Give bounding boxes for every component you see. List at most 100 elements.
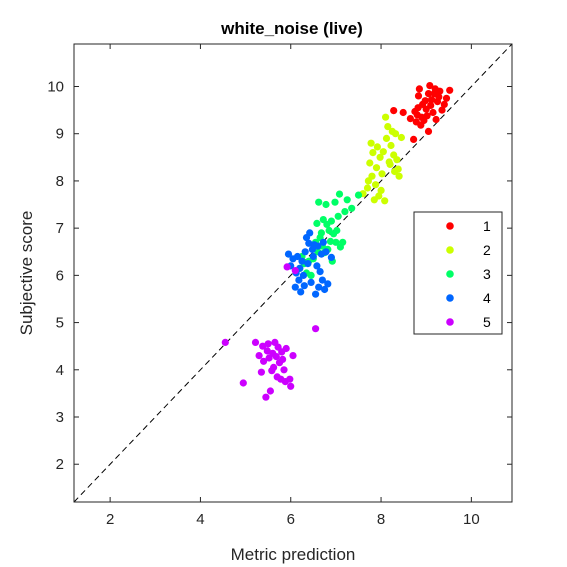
data-point xyxy=(319,238,327,246)
data-point xyxy=(251,338,260,346)
data-point xyxy=(435,93,443,101)
data-point xyxy=(427,101,435,109)
identity-reference-line xyxy=(73,43,513,503)
data-point xyxy=(272,353,280,361)
data-point xyxy=(423,112,431,120)
data-point xyxy=(255,352,263,360)
data-point xyxy=(428,96,436,104)
data-point xyxy=(297,288,305,296)
data-point xyxy=(309,252,317,261)
data-point xyxy=(304,260,312,268)
data-point xyxy=(384,123,392,131)
data-point xyxy=(293,252,302,261)
data-point xyxy=(318,276,326,284)
data-point xyxy=(300,282,308,290)
data-point xyxy=(295,276,303,284)
data-point xyxy=(307,271,315,279)
legend-box xyxy=(413,211,503,335)
x-tick-label: 4 xyxy=(196,511,204,528)
data-point xyxy=(284,250,293,258)
data-point xyxy=(262,393,270,401)
data-points xyxy=(221,82,454,401)
data-point xyxy=(270,363,278,371)
data-point xyxy=(306,229,314,237)
data-point xyxy=(289,352,297,360)
data-point xyxy=(315,198,323,206)
legend-label-3: 3 xyxy=(483,266,491,282)
x-tick-label: 8 xyxy=(377,511,385,528)
data-point xyxy=(307,278,315,286)
data-point xyxy=(442,94,451,102)
data-point xyxy=(263,347,271,355)
data-point xyxy=(314,242,322,250)
data-point xyxy=(279,355,287,363)
data-point xyxy=(343,196,351,204)
data-point xyxy=(446,86,454,94)
data-point xyxy=(438,106,446,114)
data-point xyxy=(317,229,325,237)
data-point xyxy=(322,200,330,209)
data-point xyxy=(326,237,335,245)
data-point xyxy=(239,379,247,387)
x-ticks: 2 4 6 8 10 xyxy=(106,44,480,528)
data-point xyxy=(399,108,407,117)
legend: 1 2 3 4 5 xyxy=(413,211,503,335)
y-ticks: 2 3 4 5 6 7 8 9 10 xyxy=(47,78,512,473)
data-point xyxy=(341,208,349,216)
data-point xyxy=(266,387,274,395)
data-point xyxy=(367,139,375,147)
data-point xyxy=(298,257,306,265)
data-point xyxy=(316,268,324,276)
data-point xyxy=(322,248,330,256)
legend-marker-3 xyxy=(446,270,454,278)
y-tick-label: 7 xyxy=(56,220,64,237)
data-point xyxy=(378,170,386,178)
data-point xyxy=(372,181,380,189)
data-point xyxy=(429,108,437,117)
data-point xyxy=(282,344,290,353)
data-point xyxy=(334,212,342,220)
series-5 xyxy=(221,263,320,401)
data-point xyxy=(382,134,391,142)
data-point xyxy=(280,366,288,374)
data-point xyxy=(259,342,267,350)
data-point xyxy=(373,143,381,151)
data-point xyxy=(313,262,321,270)
series-1 xyxy=(390,82,454,143)
data-point xyxy=(287,382,295,390)
data-point xyxy=(291,283,299,291)
data-point xyxy=(301,248,309,256)
data-point xyxy=(354,191,363,199)
data-point xyxy=(331,198,339,206)
data-point xyxy=(372,164,381,172)
series-2 xyxy=(359,113,405,205)
data-point xyxy=(332,238,340,246)
data-point xyxy=(312,325,320,333)
data-point xyxy=(426,82,434,90)
data-point xyxy=(377,186,385,194)
data-point xyxy=(312,290,320,298)
data-point xyxy=(440,100,448,108)
data-point xyxy=(424,90,433,98)
legend-entries: 1 2 3 4 5 xyxy=(446,218,491,330)
data-point xyxy=(366,159,374,167)
data-point xyxy=(395,172,403,180)
data-point xyxy=(381,197,389,205)
data-point xyxy=(415,85,423,93)
legend-marker-4 xyxy=(446,294,454,302)
data-point xyxy=(327,253,335,261)
legend-label-4: 4 xyxy=(483,290,491,306)
y-tick-label: 4 xyxy=(56,362,64,379)
data-point xyxy=(264,340,272,348)
legend-label-2: 2 xyxy=(483,242,491,258)
data-point xyxy=(414,92,423,100)
data-point xyxy=(397,133,405,142)
chart-title: white_noise (live) xyxy=(220,19,363,38)
y-tick-label: 9 xyxy=(56,126,64,143)
data-point xyxy=(348,204,356,212)
data-point xyxy=(260,357,268,365)
legend-marker-5 xyxy=(446,318,454,326)
y-tick-label: 5 xyxy=(56,315,64,332)
legend-label-1: 1 xyxy=(483,218,491,234)
